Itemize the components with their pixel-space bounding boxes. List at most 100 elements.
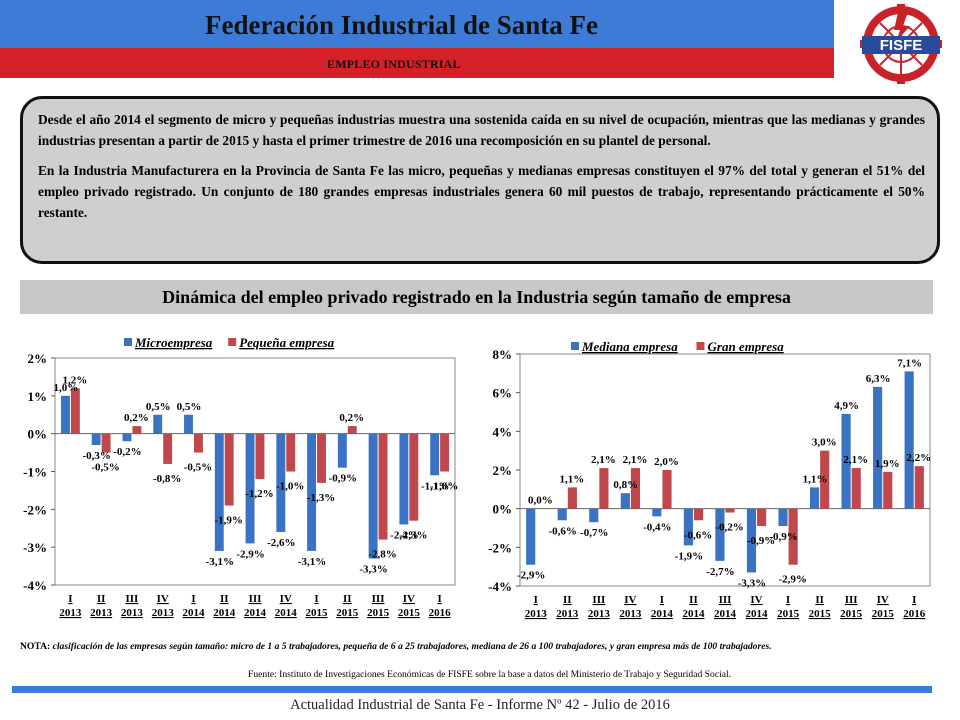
legend-label: Pequeña empresa bbox=[239, 335, 334, 350]
legend-label: Mediana empresa bbox=[581, 339, 678, 354]
x-tick-label: 2014 bbox=[244, 607, 267, 619]
bar-2-s0-1 bbox=[557, 508, 567, 521]
x-tick-label: II bbox=[563, 594, 572, 606]
bar-2-s0-7 bbox=[746, 508, 757, 573]
y-tick-label: -2% bbox=[488, 540, 512, 555]
x-tick-label: 2014 bbox=[682, 608, 705, 620]
x-tick-label: 2014 bbox=[275, 607, 298, 619]
x-tick-label: 2015 bbox=[398, 607, 421, 619]
bar-1-s1-11 bbox=[409, 433, 419, 521]
data-label: 1,2% bbox=[62, 374, 87, 386]
footer-bar bbox=[12, 686, 932, 693]
bar-2-s1-3 bbox=[630, 468, 641, 509]
legend-swatch bbox=[696, 342, 705, 350]
y-tick-label: 1% bbox=[28, 389, 48, 404]
x-tick-label: IV bbox=[624, 594, 636, 606]
bar-2-s0-10 bbox=[841, 413, 851, 509]
x-tick-label: 2014 bbox=[651, 608, 674, 620]
note-label: NOTA: bbox=[20, 641, 51, 652]
header-red-band bbox=[0, 48, 834, 78]
x-tick-label: IV bbox=[877, 594, 889, 606]
bar-1-s0-8 bbox=[307, 433, 317, 551]
x-tick-label: III bbox=[845, 594, 858, 606]
legend-label: Microempresa bbox=[134, 335, 213, 350]
x-tick-label: 2013 bbox=[152, 607, 175, 619]
x-tick-label: III bbox=[719, 594, 732, 606]
bar-1-s0-12 bbox=[430, 433, 440, 476]
bar-1-s1-7 bbox=[286, 433, 296, 472]
data-label: -2,8% bbox=[368, 549, 396, 561]
data-label: -0,3% bbox=[82, 450, 110, 462]
data-label: -3,1% bbox=[206, 556, 234, 568]
bar-1-s0-5 bbox=[214, 433, 224, 551]
x-tick-label: 2015 bbox=[809, 608, 832, 620]
data-label: -3,3% bbox=[359, 564, 387, 576]
data-label: -0,8% bbox=[153, 473, 181, 485]
data-label: -0,9% bbox=[329, 473, 357, 485]
data-label: -1,1% bbox=[421, 480, 449, 492]
page-subtitle: EMPLEO INDUSTRIAL bbox=[327, 57, 461, 71]
y-tick-label: 8% bbox=[493, 347, 513, 362]
x-tick-label: 2013 bbox=[525, 608, 548, 620]
x-tick-label: 2014 bbox=[746, 608, 769, 620]
y-tick-label: -3% bbox=[23, 540, 47, 555]
x-tick-label: I bbox=[912, 594, 916, 606]
data-label: 0,2% bbox=[339, 412, 364, 424]
bar-2-s1-1 bbox=[567, 487, 577, 509]
bar-1-s0-7 bbox=[276, 433, 286, 533]
intro-paragraph-2: En la Industria Manufacturera en la Prov… bbox=[38, 163, 925, 220]
data-label: 1,0% bbox=[54, 382, 79, 394]
bar-1-s0-1 bbox=[91, 433, 101, 446]
x-tick-label: IV bbox=[750, 594, 762, 606]
bar-2-s1-2 bbox=[599, 468, 609, 509]
chart-mediana-gran: -4%-2%0%2%4%6%8%-2,9%-0,6% -0,7%0,8%-0,4%… bbox=[488, 339, 931, 620]
x-tick-label: III bbox=[372, 593, 385, 605]
x-tick-label: 2015 bbox=[336, 607, 359, 619]
data-label: -0,4% bbox=[643, 521, 671, 533]
data-label: 3,0% bbox=[812, 437, 837, 449]
data-label: -2,4% bbox=[390, 529, 418, 541]
bar-2-s1-7 bbox=[757, 508, 767, 527]
data-label: -1,0% bbox=[430, 481, 458, 493]
data-label: -1,9% bbox=[214, 515, 242, 527]
x-tick-label: 2013 bbox=[588, 608, 611, 620]
bar-2-s0-9 bbox=[809, 487, 820, 509]
x-tick-label: 2013 bbox=[90, 607, 113, 619]
x-tick-label: 2015 bbox=[872, 608, 895, 620]
y-tick-label: 2% bbox=[28, 351, 48, 366]
bar-2-s0-4 bbox=[652, 508, 662, 517]
note-text: clasificación de las empresas según tama… bbox=[52, 641, 772, 652]
bar-1-s0-3 bbox=[153, 414, 163, 434]
data-label: -0,9% bbox=[769, 531, 797, 543]
x-tick-label: I bbox=[786, 594, 790, 606]
bar-2-s1-5 bbox=[693, 508, 704, 521]
data-label: -1,2% bbox=[245, 488, 273, 500]
x-tick-label: 2013 bbox=[556, 608, 579, 620]
data-label: 4,9% bbox=[834, 400, 859, 412]
y-tick-label: -4% bbox=[23, 578, 47, 593]
data-label: -0,7% bbox=[580, 527, 608, 539]
legend-label: Gran empresa bbox=[708, 339, 785, 354]
intro-paragraph-1: Desde el año 2014 el segmento de micro y… bbox=[38, 112, 925, 148]
x-tick-label: IV bbox=[403, 593, 415, 605]
data-label: 2,1% bbox=[591, 454, 616, 466]
data-label: 1,1% bbox=[560, 473, 585, 485]
bar-1-s0-6 bbox=[245, 433, 255, 544]
data-label: 0,0% bbox=[528, 495, 553, 507]
bar-1-s0-4 bbox=[184, 414, 193, 434]
bar-1-s1-12 bbox=[440, 433, 450, 472]
header-blue-band bbox=[0, 0, 834, 48]
bar-2-s1-10 bbox=[851, 468, 861, 509]
data-label: -3,3% bbox=[738, 577, 766, 589]
bar-1-s1-2 bbox=[132, 426, 142, 434]
bar-2-s1-8 bbox=[788, 508, 798, 565]
x-tick-label: III bbox=[249, 593, 262, 605]
y-tick-label: 0% bbox=[28, 427, 48, 442]
legend-swatch bbox=[228, 338, 237, 346]
x-tick-label: II bbox=[815, 594, 824, 606]
bar-2-s0-8 bbox=[778, 508, 788, 527]
x-tick-label: 2014 bbox=[213, 607, 236, 619]
y-tick-label: 6% bbox=[493, 386, 513, 401]
data-label: -2,9% bbox=[778, 574, 806, 586]
bar-2-s0-11 bbox=[873, 386, 883, 509]
